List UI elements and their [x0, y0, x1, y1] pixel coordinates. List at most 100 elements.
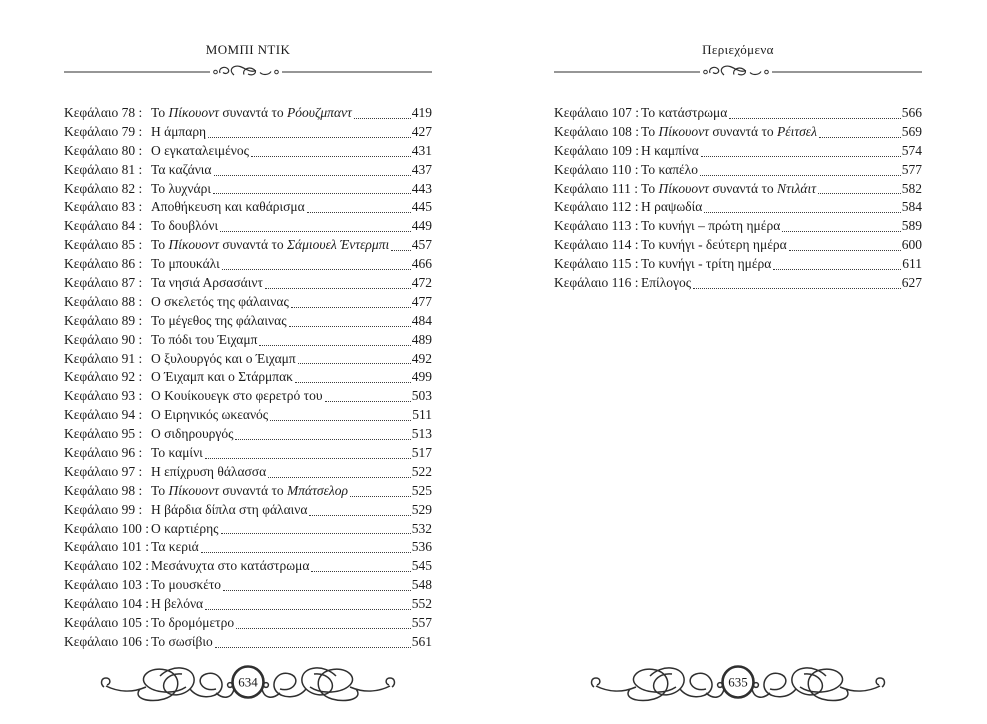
toc-entry: Κεφάλαιο 87 : Τα νησιά Αρσασάιντ 472 [64, 274, 432, 293]
entry-page-number: 449 [411, 218, 432, 234]
dot-leader [220, 231, 411, 233]
chapter-title: Το σωσίβιο [151, 633, 213, 649]
chapter-label: Κεφάλαιο 114 : [554, 237, 639, 253]
dot-leader [288, 325, 411, 327]
chapter-label: Κεφάλαιο 80 : [64, 142, 143, 158]
entry-page-number: 484 [411, 312, 432, 328]
dot-leader [214, 646, 411, 648]
dot-leader [693, 287, 901, 289]
chapter-title: Το Πίκουοντ συναντά το Ντιλάιτ [641, 180, 817, 196]
dot-leader [295, 382, 411, 384]
chapter-label: Κεφάλαιο 107 : [554, 105, 640, 120]
dot-leader [220, 533, 411, 535]
entry-page-number: 492 [411, 350, 432, 366]
entry-page-number: 569 [901, 123, 922, 139]
entry-page-number: 627 [901, 275, 922, 291]
dot-leader [236, 627, 411, 629]
toc-entry: Κεφάλαιο 101 : Τα κεριά 536 [64, 538, 432, 557]
dot-leader [200, 552, 411, 554]
chapter-label: Κεφάλαιο 116 : [554, 275, 639, 291]
chapter-title: Το δουβλόνι [151, 218, 219, 234]
entry-page-number: 529 [411, 501, 432, 517]
chapter-title: Το καπέλο [641, 161, 698, 177]
toc-entry: Κεφάλαιο 91 : Ο ξυλουργός και ο Έιχαμπ 492 [64, 350, 432, 369]
toc-entry: Κεφάλαιο 105 : Το δρομόμετρο 557 [64, 614, 432, 633]
toc-entry: Κεφάλαιο 100 :Ο καρτιέρης 532 [64, 520, 432, 539]
chapter-title: Τα κεριά [151, 539, 199, 555]
entry-page-number: 532 [411, 520, 432, 536]
dot-leader [773, 269, 902, 271]
chapter-label: Κεφάλαιο 96 : [64, 445, 143, 461]
toc-entry: Κεφάλαιο 93 : Ο Κουίκουεγκ στο φερετρό το… [64, 387, 432, 406]
entry-page-number: 566 [901, 105, 922, 120]
dot-leader [704, 212, 901, 214]
chapter-title: Ο ξυλουργός και ο Έιχαμπ [151, 350, 296, 366]
chapter-title: Η άμπαρη [151, 123, 207, 139]
toc-entry: Κεφάλαιο 102 : Μεσάνυχτα στο κατάστρωμα 54… [64, 557, 432, 576]
toc-entry: Κεφάλαιο 115 : Το κυνήγι - τρίτη ημέρα 611 [554, 255, 922, 274]
toc-entry: Κεφάλαιο 96 : Το καμίνι 517 [64, 444, 432, 463]
chapter-title: Το λυχνάρι [151, 180, 211, 196]
toc-entry: Κεφάλαιο 79 : Η άμπαρη 427 [64, 123, 432, 142]
dot-leader [818, 193, 901, 195]
toc-entry: Κεφάλαιο 80 : Ο εγκαταλειμένος 431 [64, 142, 432, 161]
entry-page-number: 584 [901, 199, 922, 215]
chapter-label: Κεφάλαιο 90 : [64, 331, 143, 347]
entry-page-number: 472 [411, 275, 432, 291]
dot-leader [221, 269, 411, 271]
chapter-label: Κεφάλαιο 113 : [554, 218, 639, 234]
chapter-label: Κεφάλαιο 83 : [64, 199, 143, 215]
dot-leader [309, 514, 411, 516]
toc-entry: Κεφάλαιο 90 : Το πόδι του Έιχαμπ 489 [64, 331, 432, 350]
dot-leader [208, 136, 411, 138]
toc-entry: Κεφάλαιο 103 : Το μουσκέτο 548 [64, 576, 432, 595]
chapter-title: Ο Ειρηνικός ωκεανός [151, 407, 269, 423]
entry-page-number: 513 [411, 426, 432, 442]
dot-leader [259, 344, 411, 346]
entry-page-number: 589 [901, 218, 922, 234]
chapter-title: Τα καζάνια [151, 161, 212, 177]
dot-leader [699, 174, 901, 176]
toc-entry: Κεφάλαιο 99 : Η βάρδια δίπλα στη φάλαινα 5… [64, 501, 432, 520]
chapter-title: Το κατάστρωμα [641, 105, 728, 120]
chapter-label: Κεφάλαιο 89 : [64, 312, 143, 328]
toc-entry: Κεφάλαιο 83 : Αποθήκευση και καθάρισμα 445 [64, 198, 432, 217]
chapter-title: Ο εγκαταλειμένος [151, 142, 249, 158]
folio-number-right: 635 [728, 675, 748, 690]
dot-leader [311, 571, 411, 573]
dot-leader [223, 590, 411, 592]
chapter-title: Το πόδι του Έιχαμπ [151, 331, 258, 347]
entry-page-number: 427 [411, 123, 432, 139]
dot-leader [205, 609, 411, 611]
chapter-label: Κεφάλαιο 95 : [64, 426, 143, 442]
chapter-label: Κεφάλαιο 101 : [64, 539, 150, 555]
entry-page-number: 574 [901, 142, 922, 158]
entry-page-number: 522 [411, 463, 432, 479]
chapter-title: Το μέγεθος της φάλαινας [151, 312, 287, 328]
entry-page-number: 552 [411, 596, 432, 612]
toc-entry: Κεφάλαιο 84 : Το δουβλόνι 449 [64, 217, 432, 236]
dot-leader [818, 136, 901, 138]
entry-page-number: 600 [901, 237, 922, 253]
toc-entry: Κεφάλαιο 97 : Η επίχρυση θάλασσα 522 [64, 463, 432, 482]
chapter-title: Ο Έιχαμπ και ο Στάρμπακ [151, 369, 293, 385]
dot-leader [306, 212, 411, 214]
chapter-title: Ο Κουίκουεγκ στο φερετρό του [151, 388, 323, 404]
entry-page-number: 557 [411, 615, 432, 631]
chapter-title: Η βάρδια δίπλα στη φάλαινα [151, 501, 308, 517]
toc-entry: Κεφάλαιο 78 : Το Πίκουοντ συναντά το Ρόου… [64, 104, 432, 123]
chapter-title: Ο σιδηρουργός [151, 426, 234, 442]
running-head-left: ΜΟΜΠΙ ΝΤΙΚ [205, 42, 291, 57]
header-rule-ornament-icon [554, 64, 922, 80]
chapter-title: Ο καρτιέρης [151, 520, 219, 536]
toc-entry: Κεφάλαιο 86 : Το μπουκάλι 466 [64, 255, 432, 274]
chapter-label: Κεφάλαιο 103 : [64, 577, 150, 593]
dot-leader [349, 495, 411, 497]
dot-leader [270, 420, 412, 422]
toc-entry: Κεφάλαιο 95 : Ο σιδηρουργός 513 [64, 425, 432, 444]
running-head-right: Περιεχόμενα [702, 42, 774, 57]
entry-page-number: 457 [411, 237, 432, 253]
entry-page-number: 466 [411, 256, 432, 272]
page-right: Περιεχόμενα Κεφάλαιο 107 : Το κατάστρωμα 5… [554, 42, 922, 702]
page-left: ΜΟΜΠΙ ΝΤΙΚ Κεφάλαιο 78 : Το Πίκουοντ συνα… [64, 42, 432, 702]
